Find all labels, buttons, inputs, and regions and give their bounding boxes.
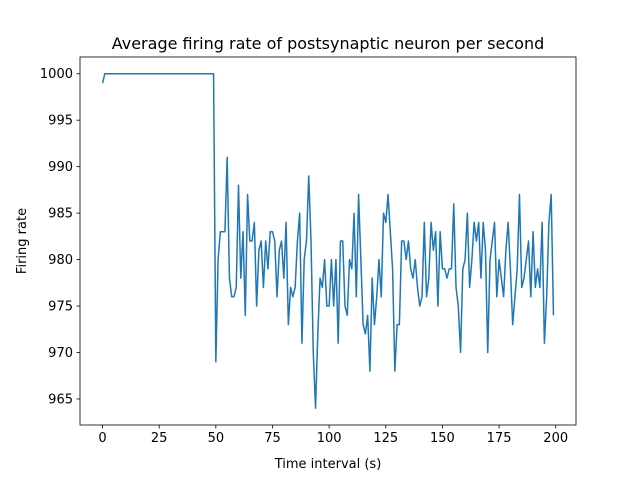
x-tick-label: 25 [151,431,168,446]
x-tick-label: 50 [208,431,225,446]
y-tick-label: 985 [48,207,73,222]
x-tick-label: 0 [98,431,106,446]
y-tick-label: 995 [48,114,73,129]
x-tick-label: 175 [487,431,512,446]
x-tick-label: 75 [264,431,281,446]
y-tick-label: 1000 [40,67,73,82]
x-tick-label: 200 [543,431,568,446]
x-axis-label: Time interval (s) [274,457,382,472]
y-tick-label: 990 [48,160,73,175]
y-tick-label: 965 [48,392,73,407]
y-tick-label: 970 [48,346,73,361]
y-tick-label: 975 [48,300,73,315]
plot-frame [79,56,577,426]
y-axis-label: Firing rate [15,208,30,274]
y-tick-label: 980 [48,253,73,268]
x-tick-label: 125 [373,431,398,446]
data-line [101,72,555,410]
chart-title: Average firing rate of postsynaptic neur… [112,34,545,53]
x-tick-label: 150 [430,431,455,446]
x-tick-label: 100 [317,431,342,446]
